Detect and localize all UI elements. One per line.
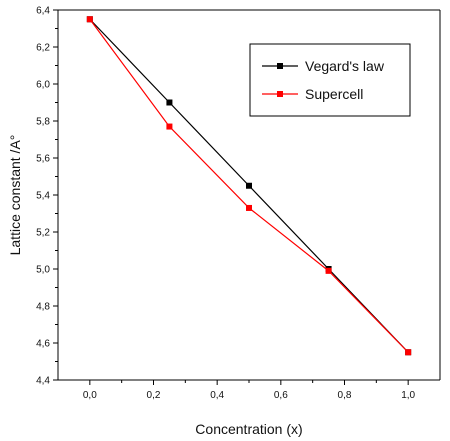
x-tick-label: 0,4 (210, 390, 224, 401)
legend-box (249, 43, 411, 117)
legend-item: Vegard's law (262, 58, 385, 74)
y-tick-label: 4,4 (36, 376, 50, 387)
series-1 (86, 16, 412, 356)
x-tick-label: 0,0 (83, 390, 97, 401)
data-point (166, 99, 173, 106)
data-point (86, 16, 93, 23)
y-tick-label: 5,6 (36, 154, 50, 165)
x-axis-label: Concentration (x) (195, 421, 302, 437)
x-tick-label: 0,2 (147, 390, 161, 401)
data-point (325, 267, 332, 274)
y-tick-label: 4,8 (36, 302, 50, 313)
legend: Vegard's law Supercell (249, 43, 411, 117)
legend-label: Vegard's law (305, 58, 385, 74)
data-point (166, 123, 173, 130)
x-tick-label: 0,6 (274, 390, 288, 401)
data-point (246, 204, 252, 211)
x-tick-label: 1,0 (401, 390, 415, 401)
ticks: 0,0 0,2 0,4 0,6 0,8 1,0 4,4 4,6 4,8 5,0 5,2 5,4 5,6 5… (36, 6, 415, 402)
legend-swatch-marker (277, 63, 283, 69)
y-tick-label: 4,6 (36, 339, 50, 350)
x-tick-label: 0,8 (338, 390, 352, 401)
legend-swatch-marker (277, 91, 283, 97)
legend-item: Supercell (262, 86, 363, 102)
data-point (405, 349, 412, 356)
y-tick-label: 6,4 (36, 6, 50, 17)
y-tick-label: 6,2 (36, 43, 50, 54)
y-tick-label: 5,4 (36, 191, 50, 202)
y-tick-label: 5,2 (36, 228, 50, 239)
legend-label: Supercell (305, 86, 363, 102)
y-tick-label: 5,0 (36, 265, 50, 276)
y-tick-label: 6,0 (36, 80, 50, 91)
data-point (246, 182, 252, 189)
series-group (86, 16, 412, 356)
y-axis-label: Lattice constant /A° (7, 135, 23, 256)
y-tick-label: 5,8 (36, 117, 50, 128)
